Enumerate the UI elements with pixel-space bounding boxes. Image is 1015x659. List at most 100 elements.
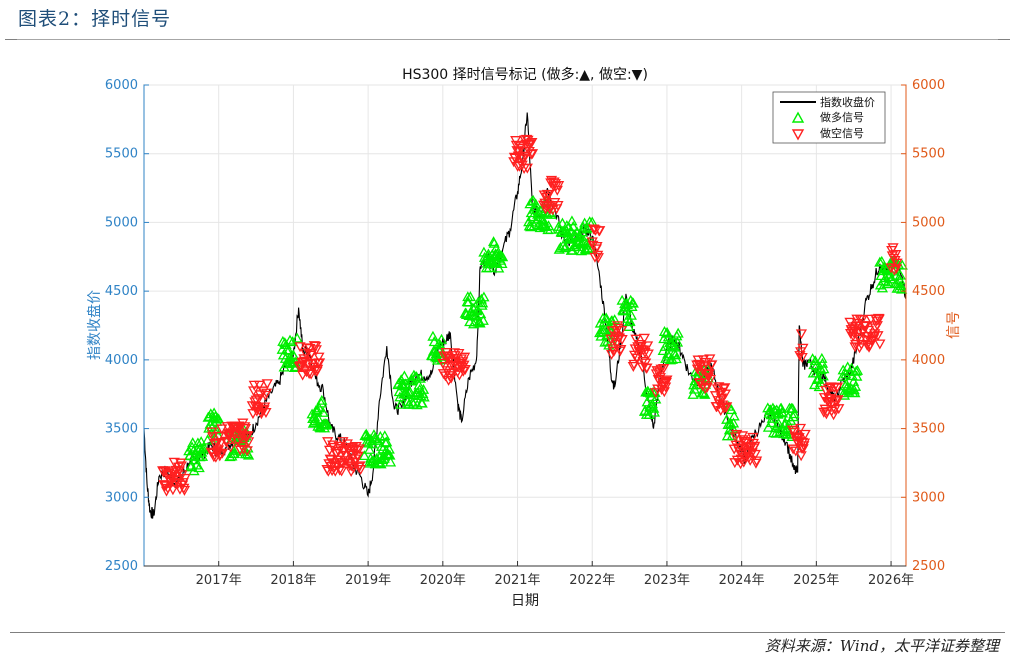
short-signal-marker [525, 149, 537, 160]
short-signal-marker [638, 333, 650, 344]
short-signal-marker [239, 424, 251, 435]
short-signal-marker [610, 339, 622, 350]
long-signal-marker [874, 256, 886, 267]
short-signal-marker [453, 370, 466, 381]
x-axis-label: 日期 [511, 593, 539, 609]
short-signal-marker [521, 163, 533, 174]
short-signal-marker [734, 440, 746, 451]
long-signal-marker [211, 412, 223, 423]
short-signal-marker [339, 450, 352, 461]
long-signal-marker [370, 433, 382, 444]
short-signal-marker [309, 366, 321, 377]
short-signal-marker [697, 355, 709, 366]
short-signal-marker [247, 409, 259, 420]
x-tick-label: 2023年 [644, 573, 690, 588]
short-signal-marker [891, 258, 903, 269]
long-signal-marker [875, 270, 887, 281]
short-signal-marker [549, 198, 561, 209]
long-signal-marker [317, 406, 329, 417]
long-signal-marker [196, 450, 209, 461]
short-signal-marker [794, 423, 807, 434]
long-signal-marker [393, 386, 405, 397]
short-signal-marker [721, 402, 733, 413]
long-signal-marker [849, 380, 862, 391]
short-signal-marker [703, 369, 715, 380]
y-tick-label-left: 3500 [105, 422, 138, 437]
y-tick-label-left: 4000 [105, 353, 138, 368]
x-tick-label: 2019年 [345, 573, 391, 588]
y-axis-left-label: 指数收盘价 [86, 290, 103, 360]
short-signal-marker [241, 446, 253, 457]
long-signal-marker [728, 410, 740, 421]
long-signal-marker [416, 397, 428, 408]
short-signal-marker [334, 465, 346, 476]
short-signal-marker [831, 382, 844, 393]
short-signal-marker [213, 431, 225, 442]
long-signal-marker [242, 449, 255, 460]
short-signal-marker [701, 382, 713, 393]
x-tick-label: 2020年 [420, 573, 466, 588]
short-signal-marker [719, 389, 731, 400]
short-signal-marker [543, 190, 555, 201]
short-signal-marker [616, 335, 628, 346]
short-signal-marker [313, 358, 326, 369]
long-signal-marker [624, 315, 636, 326]
short-signal-marker [172, 479, 184, 490]
long-signal-marker [363, 457, 375, 468]
short-signal-marker [797, 343, 809, 354]
legend: 指数收盘价 做多信号 做空信号 [772, 91, 886, 144]
short-signal-marker [855, 340, 868, 350]
short-signal-marker [175, 461, 187, 472]
y-tick-label-left: 4500 [105, 284, 138, 299]
y-tick-label-right: 2500 [912, 559, 945, 574]
short-signal-marker [790, 446, 802, 457]
long-signal-marker [496, 258, 508, 268]
short-signal-marker [234, 423, 246, 434]
short-signal-marker [615, 344, 627, 355]
short-signal-marker [167, 467, 180, 478]
short-signal-marker [353, 444, 365, 455]
short-signal-marker [704, 354, 716, 365]
long-signal-marker [467, 302, 479, 313]
long-signal-marker [627, 297, 639, 308]
short-signal-marker [549, 179, 561, 190]
short-signal-marker [747, 432, 759, 443]
short-signal-marker [640, 358, 652, 369]
long-signal-marker [195, 436, 207, 447]
short-signal-marker [796, 352, 808, 363]
long-signal-marker [315, 397, 327, 408]
short-signal-marker [798, 441, 810, 452]
report-title: 图表2：择时信号 [18, 8, 172, 30]
short-signal-marker [716, 394, 728, 405]
short-signal-marker [856, 315, 868, 326]
short-signal-marker [706, 360, 718, 371]
y-tick-label-right: 3000 [912, 490, 945, 505]
x-tick-label: 2017年 [196, 573, 242, 588]
long-signal-marker [776, 407, 789, 418]
short-signal-marker [545, 175, 558, 186]
short-signal-marker [787, 444, 799, 455]
short-signal-marker [660, 378, 672, 389]
long-signal-marker [580, 223, 593, 234]
short-signal-marker [526, 149, 539, 160]
short-signal-marker [441, 366, 453, 377]
long-signal-marker [669, 349, 682, 360]
long-signal-marker [413, 379, 425, 390]
long-signal-marker [625, 309, 637, 320]
legend-label-close: 指数收盘价 [820, 95, 875, 109]
short-signal-marker [871, 321, 883, 332]
long-signal-marker [773, 417, 785, 428]
short-signal-marker [512, 151, 524, 162]
short-signal-marker [294, 342, 306, 353]
long-signal-marker [312, 413, 325, 424]
long-signal-marker [817, 370, 829, 381]
long-signal-marker [291, 332, 303, 343]
short-signal-marker [253, 380, 266, 391]
short-signal-marker [553, 181, 565, 191]
short-signal-marker [635, 342, 647, 353]
short-signal-marker [515, 143, 527, 154]
long-signal-marker [816, 352, 828, 363]
short-signal-marker [330, 448, 343, 459]
short-signal-marker [704, 374, 717, 385]
short-signal-marker [887, 243, 899, 254]
